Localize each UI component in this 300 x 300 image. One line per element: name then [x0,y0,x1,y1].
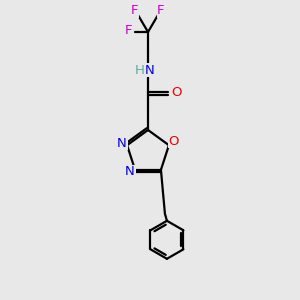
Text: O: O [171,85,181,98]
Text: O: O [169,135,179,148]
Text: N: N [117,137,127,150]
Text: F: F [124,25,132,38]
Text: N: N [145,64,155,76]
Text: H: H [135,64,145,76]
Text: F: F [131,4,139,17]
Text: N: N [125,165,135,178]
Text: F: F [157,4,165,17]
